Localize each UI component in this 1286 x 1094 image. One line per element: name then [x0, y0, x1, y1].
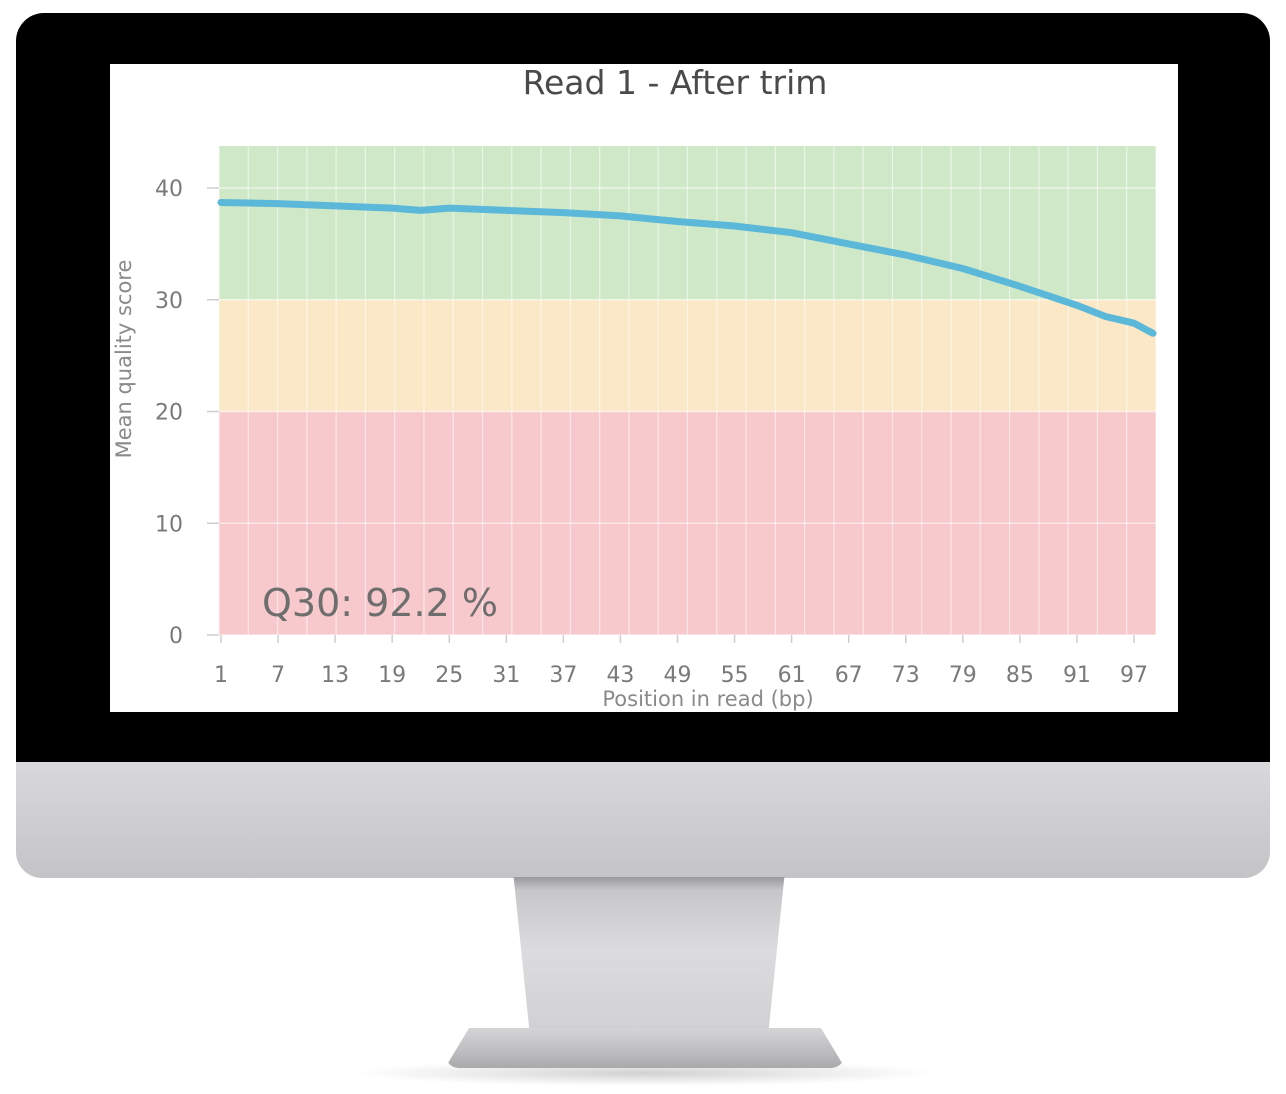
q30-annotation: Q30: 92.2 % [262, 581, 498, 625]
series-lines [217, 199, 1157, 337]
x-tick-label-8: 49 [664, 663, 692, 688]
x-tick-label-6: 37 [549, 663, 577, 688]
x-axis-label: Position in read (bp) [602, 687, 813, 711]
x-tick-label-10: 61 [778, 663, 806, 688]
x-tick-label-16: 97 [1120, 663, 1148, 688]
grid-lines [211, 146, 1157, 636]
monitor-chin [16, 762, 1270, 878]
monitor-stand-neck [513, 877, 785, 1042]
quality-chart: 0 10 20 30 40 1 7 13 19 25 31 37 43 49 55 61 67 73 79 85 91… [112, 64, 1157, 711]
x-tick-label-1: 7 [271, 663, 285, 688]
y-axis-ticks: 0 10 20 30 40 [155, 177, 219, 649]
x-tick-label-11: 67 [835, 663, 863, 688]
y-tick-label-0: 0 [169, 624, 183, 649]
y-tick-label-3: 30 [155, 289, 183, 314]
x-tick-label-3: 19 [378, 663, 406, 688]
chart-title: Read 1 - After trim [523, 64, 828, 102]
x-tick-label-7: 43 [606, 663, 634, 688]
x-tick-label-15: 91 [1063, 663, 1091, 688]
y-tick-label-2: 20 [155, 401, 183, 426]
series-line-0 [217, 199, 1157, 337]
x-tick-label-12: 73 [892, 663, 920, 688]
x-tick-label-5: 31 [492, 663, 520, 688]
x-tick-label-14: 85 [1006, 663, 1034, 688]
x-tick-label-4: 25 [435, 663, 463, 688]
x-tick-label-0: 1 [214, 663, 228, 688]
monitor-screen: 0 10 20 30 40 1 7 13 19 25 31 37 43 49 55 61 67 73 79 85 91… [110, 64, 1178, 712]
x-axis-ticks: 1 7 13 19 25 31 37 43 49 55 61 67 73 79 85 91 97 [214, 635, 1148, 688]
x-tick-label-2: 13 [321, 663, 349, 688]
y-tick-label-4: 40 [155, 177, 183, 202]
x-tick-label-9: 55 [721, 663, 749, 688]
x-tick-label-13: 79 [949, 663, 977, 688]
y-axis-label: Mean quality score [112, 260, 136, 459]
monitor-stand-base [445, 1028, 845, 1068]
y-tick-label-1: 10 [155, 512, 183, 537]
